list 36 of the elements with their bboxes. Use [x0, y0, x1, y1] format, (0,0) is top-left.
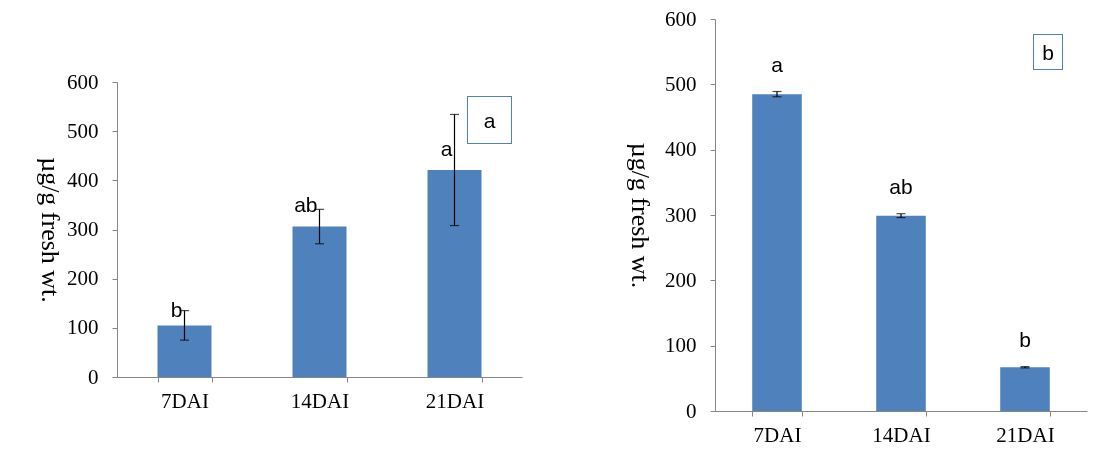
x-tick-label: 14DAI [290, 388, 350, 413]
y-tick-label: 500 [67, 118, 99, 143]
y-tick-label: 100 [67, 315, 99, 340]
y-tick-label: 100 [665, 333, 697, 358]
x-tick-label: 14DAI [872, 422, 931, 447]
x-tick-label: 7DAI [161, 388, 209, 413]
bar [1000, 367, 1050, 411]
annotation: a [483, 108, 496, 132]
y-tick-label: 300 [665, 202, 697, 227]
y-tick-label: 0 [88, 364, 99, 389]
y-tick-label: 400 [67, 167, 99, 192]
y-tick-label: 0 [686, 398, 697, 423]
annotation: a [440, 136, 453, 160]
annotation: b [1019, 327, 1031, 351]
x-tick-label: 21DAI [425, 388, 485, 413]
y-tick-label: 300 [67, 217, 99, 241]
annotation: ab [889, 174, 913, 198]
x-tick-label: 21DAI [996, 422, 1055, 447]
annotation: ab [294, 193, 318, 217]
y-axis-title: µg/g fresh wt. [626, 142, 655, 289]
bar [876, 215, 926, 411]
bar [292, 226, 347, 377]
y-tick-label: 200 [67, 266, 99, 291]
y-tick-label: 600 [665, 6, 697, 31]
y-tick-label: 400 [665, 137, 697, 162]
annotation: b [1042, 40, 1054, 64]
y-tick-label: 500 [665, 71, 697, 96]
annotation: b [170, 297, 183, 321]
x-tick-label: 7DAI [753, 422, 802, 447]
y-tick-label: 600 [67, 69, 99, 94]
y-axis-title: µg/g fresh wt. [36, 157, 65, 303]
y-tick-label: 200 [665, 267, 697, 292]
bar [427, 170, 482, 377]
bar [157, 325, 212, 377]
bar [752, 94, 802, 411]
annotation: a [771, 52, 784, 76]
